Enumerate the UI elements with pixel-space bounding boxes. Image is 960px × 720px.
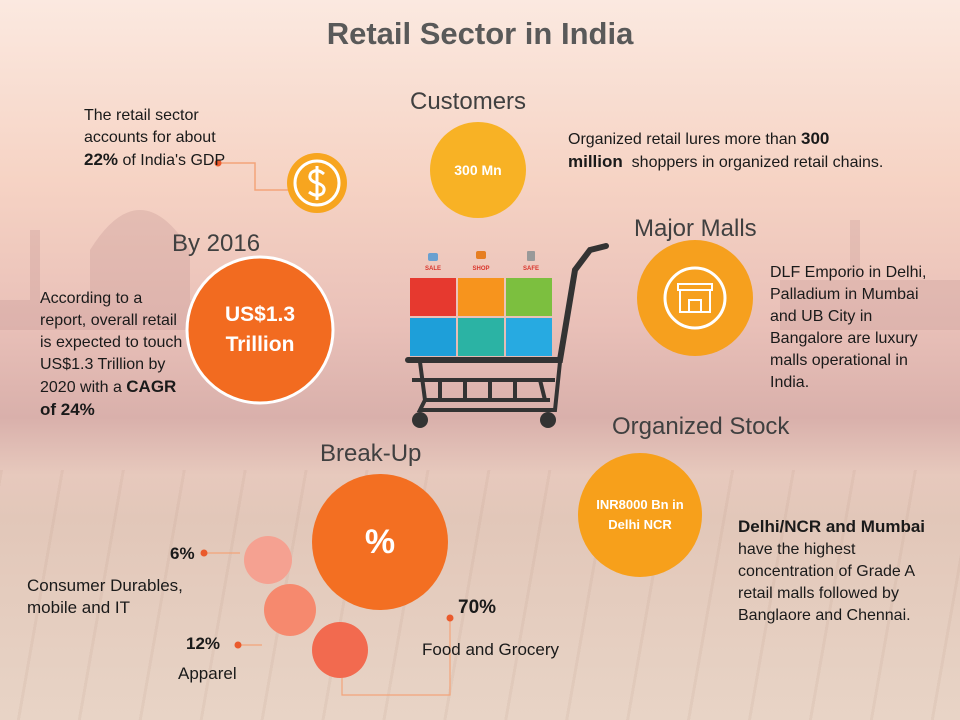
malls-heading: Major Malls xyxy=(634,215,757,242)
malls-icon-ring xyxy=(663,266,727,330)
text-segment: 300 million xyxy=(568,129,835,171)
connector-dot xyxy=(446,614,454,622)
cart-frame xyxy=(405,243,609,363)
break-up-heading: Break-Up xyxy=(320,440,422,467)
connector-dot xyxy=(200,549,208,557)
by-2016-badge: US$1.3 Trillion xyxy=(224,303,296,356)
cart-wheel xyxy=(412,412,428,428)
share: 12% xyxy=(186,634,221,653)
puzzle-piece xyxy=(506,318,552,356)
cart-icon xyxy=(476,251,486,259)
connector-dot xyxy=(214,159,222,167)
dollar-sign xyxy=(308,166,326,200)
share-label: Apparel xyxy=(178,664,237,683)
text-segment: have the highest concentration of Grade … xyxy=(738,519,930,624)
wooden-deck xyxy=(0,470,960,720)
cart xyxy=(405,243,609,428)
stock-circle xyxy=(578,453,702,577)
break-up-circle xyxy=(312,474,448,610)
text-segment: The retail sector accounts for about xyxy=(84,107,221,146)
puzzle-piece xyxy=(410,318,456,356)
share: 6% xyxy=(170,544,195,563)
customers-circle xyxy=(430,122,526,218)
gdp-text: The retail sector accounts for about 22%… xyxy=(84,105,249,172)
text-segment: of India's GDP xyxy=(118,152,226,169)
silhouette xyxy=(0,210,230,330)
shop-icon xyxy=(677,283,713,313)
stock-text: Delhi/NCR and Mumbai have the highest co… xyxy=(738,516,948,627)
by-2016-text: According to a report, overall retail is… xyxy=(40,288,192,422)
by-2016-heading: By 2016 xyxy=(172,230,261,257)
text-segment: Organized retail lures more than xyxy=(568,131,801,148)
connector xyxy=(218,162,288,191)
cart-wheel xyxy=(540,412,556,428)
connector xyxy=(341,618,451,696)
malls-circle xyxy=(637,240,753,356)
customers-heading: Customers xyxy=(410,88,527,115)
cart-label: SHOP xyxy=(472,266,489,272)
customers-badge: 300 Mn xyxy=(454,162,502,178)
text-segment: Delhi/NCR and Mumbai xyxy=(738,517,926,536)
by-2016-circle xyxy=(185,255,335,405)
stock-badge: INR8000 Bn in Delhi NCR xyxy=(596,497,684,532)
puzzle-piece xyxy=(458,278,504,316)
dollar-icon-ring xyxy=(293,159,341,207)
text-segment: shoppers in organized retail chains. xyxy=(622,154,884,171)
stock-heading: Organized Stock xyxy=(612,413,790,440)
break-up-small-circle xyxy=(244,536,292,584)
break-up-small-circle xyxy=(312,622,368,678)
customers-text: Organized retail lures more than 300 mil… xyxy=(568,128,888,174)
cart-base xyxy=(416,361,562,412)
share-label: Consumer Durables, mobile and IT xyxy=(27,576,183,617)
break-up-symbol: % xyxy=(364,522,396,561)
puzzle-piece xyxy=(458,318,504,356)
share: 70% xyxy=(458,597,497,618)
cart-label: SALE xyxy=(425,266,441,272)
puzzle-piece xyxy=(410,278,456,316)
break-up-small-circle xyxy=(264,584,316,636)
cart-labels: SALE SHOP SAFE xyxy=(425,266,539,272)
cart-icon xyxy=(527,251,535,261)
cart-label: SAFE xyxy=(523,266,539,272)
text-segment: CAGR of 24% xyxy=(40,377,182,419)
title: Retail Sector in India xyxy=(326,16,634,51)
puzzle-piece xyxy=(506,278,552,316)
malls-text: DLF Emporio in Delhi, Palladium in Mumba… xyxy=(770,264,927,391)
text-segment: According to a report, overall retail is… xyxy=(40,290,187,396)
text-segment: 22% xyxy=(84,150,119,169)
silhouette xyxy=(780,220,960,330)
cart-basket xyxy=(412,361,555,402)
cart-icon xyxy=(428,253,438,261)
connector-dot xyxy=(234,641,242,649)
share-label: Food and Grocery xyxy=(422,640,560,659)
